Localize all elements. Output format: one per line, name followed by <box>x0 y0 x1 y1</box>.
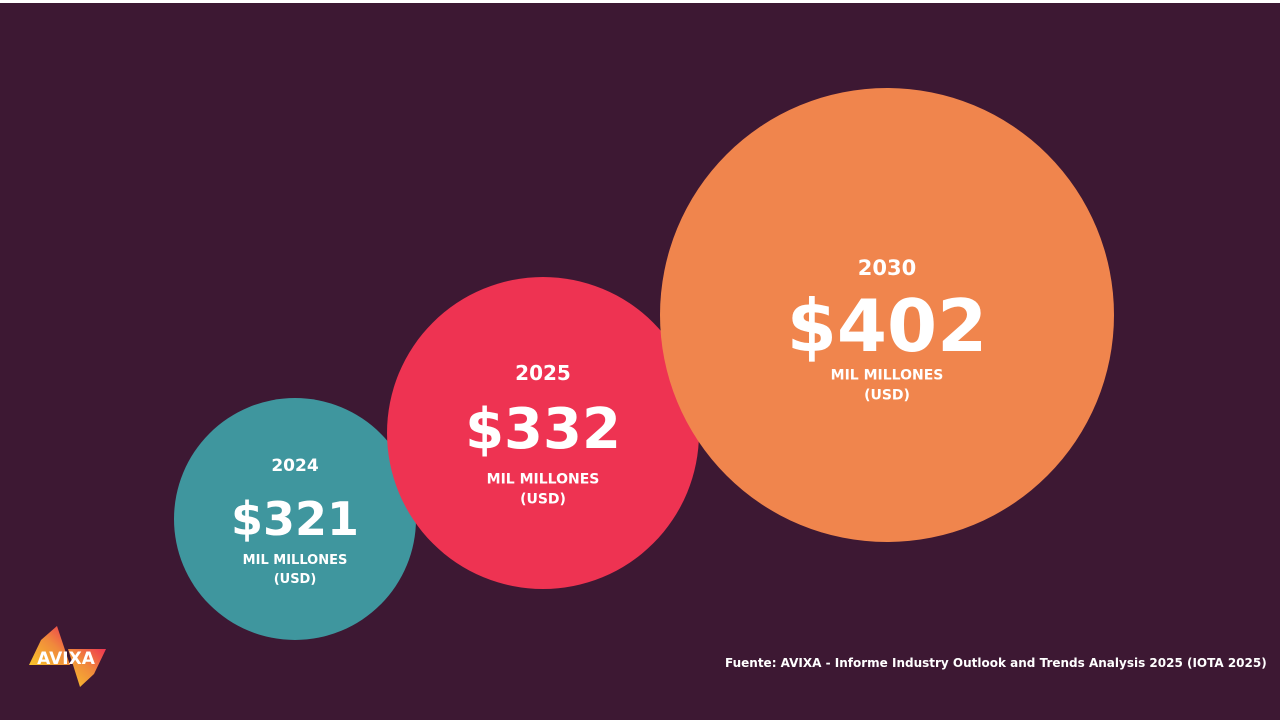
value-label: $332 <box>465 397 621 462</box>
value-label: $321 <box>230 492 360 546</box>
bubble-2030 <box>660 88 1114 542</box>
year-label: 2025 <box>515 361 571 385</box>
unit-label: MIL MILLONES <box>486 471 600 488</box>
value-label: $402 <box>786 284 988 368</box>
year-label: 2030 <box>857 256 917 280</box>
avixa-logo: AVIXA <box>28 624 108 692</box>
top-border <box>0 0 1280 3</box>
currency-label: (USD) <box>520 492 566 508</box>
year-label: 2024 <box>271 456 319 476</box>
bubble-2024 <box>174 398 416 640</box>
unit-label: MIL MILLONES <box>830 367 944 384</box>
logo-text: AVIXA <box>37 649 96 669</box>
source-note: Fuente: AVIXA - Informe Industry Outlook… <box>725 656 1267 670</box>
currency-label: (USD) <box>864 388 910 404</box>
unit-label: MIL MILLONES <box>242 553 348 569</box>
bubble-2025 <box>387 277 699 589</box>
currency-label: (USD) <box>273 572 317 587</box>
